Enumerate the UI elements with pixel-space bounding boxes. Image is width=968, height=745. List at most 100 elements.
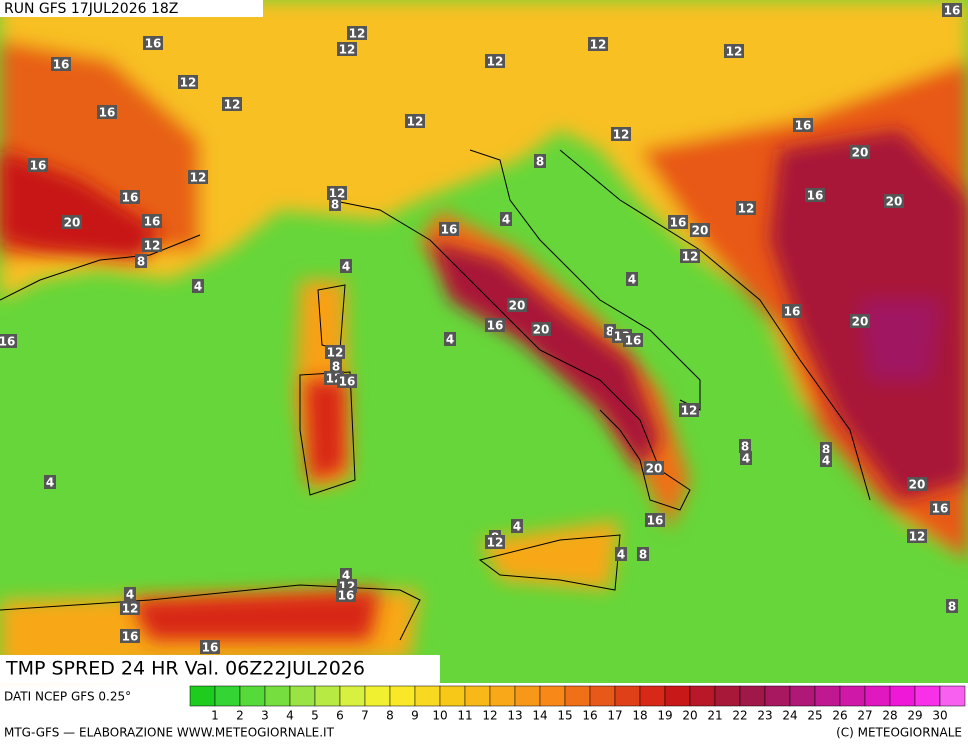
colorbar-label: 22 — [732, 709, 747, 723]
colorbar-label: 30 — [932, 709, 947, 723]
contour-label-box — [330, 359, 342, 373]
contour-label-box — [679, 403, 699, 417]
contour-label-box — [850, 314, 870, 328]
contour-label: 12 — [738, 202, 755, 216]
colorbar-label: 1 — [211, 709, 219, 723]
colorbar-swatch — [189, 685, 216, 707]
contour-label-box — [626, 272, 638, 286]
colorbar-swatch — [939, 685, 966, 707]
source-label: DATI NCEP GFS 0.25° — [4, 690, 131, 704]
contour-label-box — [930, 501, 950, 515]
colorbar-label: 14 — [532, 709, 547, 723]
colorbar-swatch — [439, 685, 466, 707]
contour-label: 12 — [909, 530, 926, 544]
contour-label: 20 — [692, 224, 709, 238]
contour-label-box — [0, 334, 17, 348]
contour-label-box — [611, 127, 631, 141]
contour-label-box — [884, 194, 904, 208]
contour-label: 16 — [145, 37, 162, 51]
colorbar-swatch — [339, 685, 366, 707]
colorbar-swatch — [814, 685, 841, 707]
contour-label-box — [51, 57, 71, 71]
contour-label-box — [668, 215, 688, 229]
contour-label: 20 — [909, 478, 926, 492]
contour-label-box — [135, 254, 147, 268]
colorbar-swatch — [514, 685, 541, 707]
run-label: RUN GFS 17JUL2026 18Z — [4, 1, 178, 17]
contour-label-box — [329, 197, 341, 211]
colorbar-swatch — [589, 685, 616, 707]
contour-label-box — [120, 190, 140, 204]
contour-label: 8 — [331, 198, 339, 212]
contour-label: 12 — [339, 43, 356, 57]
contour-label: 16 — [339, 375, 356, 389]
contour-label-box — [637, 547, 649, 561]
contour-label: 16 — [487, 319, 504, 333]
contour-label: 8 — [536, 155, 544, 169]
colorbar-label: 23 — [757, 709, 772, 723]
contour-label-box — [690, 223, 710, 237]
contour-label: 4 — [513, 520, 521, 534]
contour-label: 20 — [533, 323, 550, 337]
colorbar-label: 3 — [261, 709, 269, 723]
contour-label-box — [142, 238, 162, 252]
contour-label-box — [178, 75, 198, 89]
contour-label: 12 — [349, 27, 366, 41]
contour-label-box — [724, 44, 744, 58]
contour-label-box — [405, 114, 425, 128]
title-box — [0, 655, 440, 683]
contour-label-box — [511, 519, 523, 533]
contour-label-box — [820, 453, 832, 467]
contour-label-box — [192, 279, 204, 293]
contour-label: 8 — [822, 443, 830, 457]
contour-label: 8 — [137, 255, 145, 269]
contour-label-box — [120, 601, 140, 615]
contour-label-box — [645, 513, 665, 527]
contour-label-box — [143, 36, 163, 50]
contour-label-box — [680, 249, 700, 263]
contour-label: 16 — [647, 514, 664, 528]
contour-label-box — [444, 332, 456, 346]
contour-label: 16 — [338, 589, 355, 603]
contour-label-box — [942, 3, 962, 17]
contour-label: 16 — [122, 630, 139, 644]
contour-label: 16 — [944, 4, 961, 18]
contour-label: 20 — [509, 299, 526, 313]
contour-label: 12 — [407, 115, 424, 129]
contour-label-box — [485, 54, 505, 68]
contour-label: 8 — [332, 360, 340, 374]
contour-label: 4 — [446, 333, 454, 347]
contour-label: 12 — [180, 76, 197, 90]
contour-label-box — [340, 259, 352, 273]
contour-label: 4 — [502, 213, 510, 227]
colorbar-swatch — [864, 685, 891, 707]
contour-label: 4 — [342, 569, 350, 583]
colorbar-swatch — [289, 685, 316, 707]
colorbar-swatch — [714, 685, 741, 707]
colorbar-swatch — [489, 685, 516, 707]
colorbar-label: 5 — [311, 709, 319, 723]
colorbar-swatch — [739, 685, 766, 707]
colorbar-label: 13 — [507, 709, 522, 723]
contour-label-box — [200, 640, 220, 654]
colorbar-swatch — [664, 685, 691, 707]
colorbar-swatch — [564, 685, 591, 707]
contour-label-box — [534, 154, 546, 168]
contour-label-box — [740, 451, 752, 465]
colorbar-swatch — [539, 685, 566, 707]
contour-label-box — [805, 188, 825, 202]
colorbar-swatch — [889, 685, 916, 707]
contour-label-box — [222, 97, 242, 111]
contour-label-box — [188, 170, 208, 184]
contour-label: 16 — [30, 159, 47, 173]
contour-label-box — [62, 215, 82, 229]
contour-label: 4 — [822, 454, 830, 468]
colorbar-label: 20 — [682, 709, 697, 723]
colorbar-swatch — [914, 685, 941, 707]
colorbar-label: 26 — [832, 709, 847, 723]
colorbar-swatch — [314, 685, 341, 707]
colorbar-label: 10 — [432, 709, 447, 723]
contour-label: 16 — [99, 106, 116, 120]
contour-label-box — [946, 599, 958, 613]
